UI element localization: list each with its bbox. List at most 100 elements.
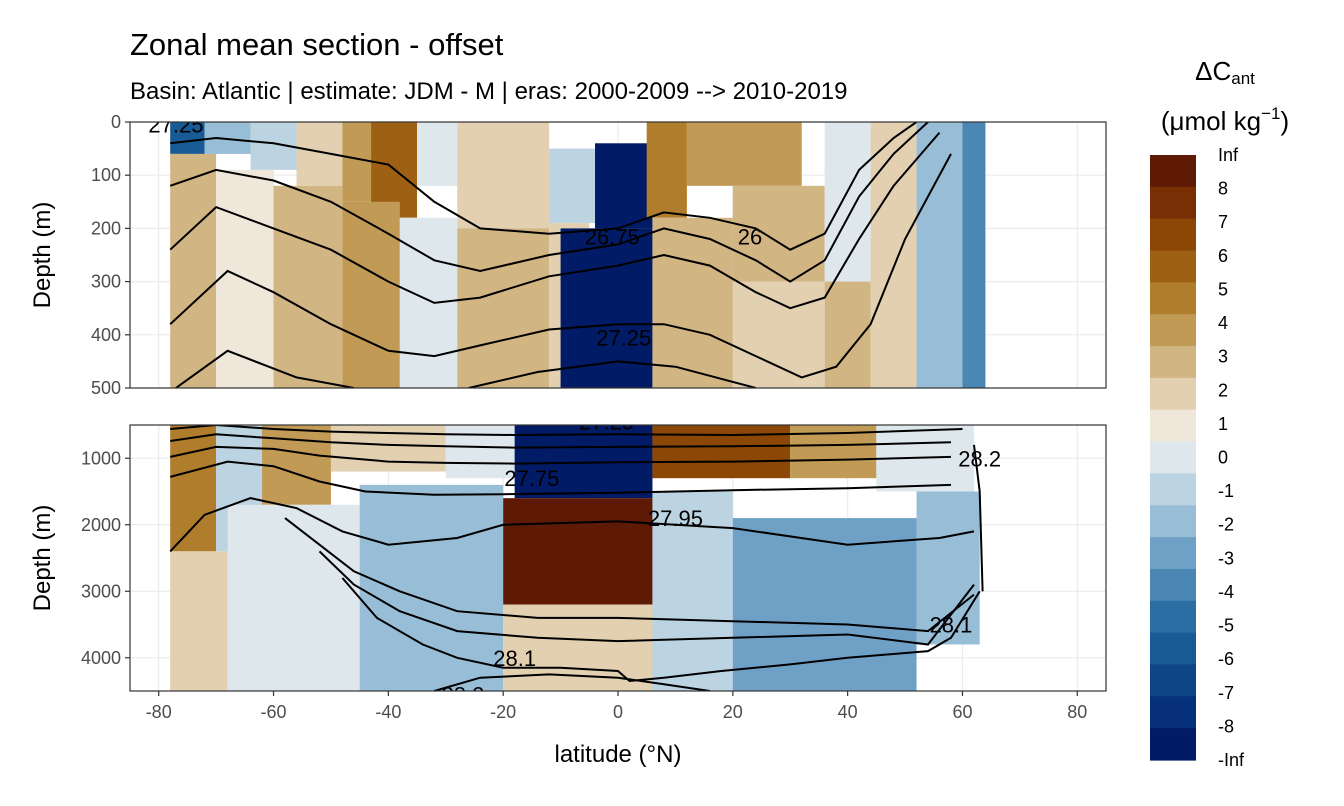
isopycnal-line xyxy=(175,349,355,388)
field-cell xyxy=(595,143,653,229)
field-cell xyxy=(549,148,596,224)
field-cell xyxy=(732,518,917,691)
legend-title: ΔCant xyxy=(1195,56,1255,88)
x-tick-label: 20 xyxy=(723,702,743,722)
legend-swatch xyxy=(1150,600,1196,634)
isopycnal-label: 27.75 xyxy=(504,466,559,491)
isopycnal-line xyxy=(169,122,929,283)
panel-lower: 27.75 27.95 28.1 28.2 28.1 28.2 27.25 1000 2000… xyxy=(29,410,1107,707)
field-cell xyxy=(227,504,360,691)
isopycnal-line xyxy=(169,445,952,465)
x-tick-label: -60 xyxy=(261,702,287,722)
isopycnal-label: 27.25 xyxy=(579,410,634,435)
legend-label: -1 xyxy=(1218,481,1234,501)
legend-swatch xyxy=(1150,632,1196,666)
isopycnal-line xyxy=(169,153,952,379)
legend-swatch xyxy=(1150,664,1196,697)
panel-upper-isopycnal-labels: 27.25 26.75 26 27.25 xyxy=(148,113,762,350)
isopycnal-line xyxy=(170,425,963,437)
y-tick-label: 0 xyxy=(111,112,121,132)
legend-swatch xyxy=(1150,155,1196,188)
field-cell xyxy=(870,122,917,388)
field-cell xyxy=(457,122,550,229)
legend-swatch xyxy=(1150,282,1196,315)
legend-swatch xyxy=(1150,186,1196,220)
field-cell xyxy=(342,201,400,388)
x-tick-label: 60 xyxy=(952,702,972,722)
field-cell xyxy=(170,122,205,154)
legend-label: -5 xyxy=(1218,616,1234,636)
isopycnal-line xyxy=(318,550,975,646)
isopycnal-line xyxy=(973,444,984,592)
legend-label: 6 xyxy=(1218,246,1228,266)
legend-swatch xyxy=(1150,537,1196,570)
isopycnal-label: 26 xyxy=(738,224,762,249)
x-tick-label: 40 xyxy=(838,702,858,722)
field-cell xyxy=(732,281,825,388)
field-cell xyxy=(399,217,458,388)
chart-title: Zonal mean section - offset xyxy=(130,27,504,62)
y-axis-title-lower: Depth (m) xyxy=(29,505,56,612)
legend-label: -3 xyxy=(1218,548,1234,568)
isopycnal-label: 27.25 xyxy=(596,325,651,350)
legend-label: -4 xyxy=(1218,582,1234,602)
field-cell xyxy=(824,281,871,388)
legend-swatch xyxy=(1150,505,1196,538)
legend-swatch xyxy=(1150,696,1196,729)
legend-label: -2 xyxy=(1218,515,1234,535)
panel-lower-isopycnal-labels: 27.75 27.95 28.1 28.2 28.1 28.2 27.25 xyxy=(442,410,1002,707)
panel-upper-field xyxy=(170,122,986,388)
field-cell xyxy=(170,153,217,388)
isopycnal-line xyxy=(284,517,975,633)
isopycnal-line xyxy=(170,122,918,251)
legend-label: Inf xyxy=(1218,145,1239,165)
y-tick-label: 3000 xyxy=(81,581,121,601)
isopycnal-line xyxy=(468,360,757,388)
legend-swatch xyxy=(1150,409,1196,443)
legend-swatch xyxy=(1150,377,1196,411)
legend-label: -8 xyxy=(1218,716,1234,736)
field-cell xyxy=(916,122,963,388)
field-cell xyxy=(686,122,802,186)
x-axis: -80 -60 -40 -20 0 20 40 60 80 xyxy=(146,691,1087,722)
legend-swatch xyxy=(1150,250,1196,283)
legend-colorbar xyxy=(1150,155,1196,761)
x-tick-label: -40 xyxy=(375,702,401,722)
legend-swatch xyxy=(1150,218,1196,252)
field-cell xyxy=(646,122,687,218)
panel-lower-y-axis: 1000 2000 3000 4000 xyxy=(81,448,130,668)
legend-labels: Inf 8 7 6 5 4 3 2 1 0 -1 -2 -3 -4 -5 -6 -7 -8 -Inf xyxy=(1218,145,1245,770)
isopycnal-label: 28.1 xyxy=(930,613,973,638)
panel-lower-field xyxy=(170,425,980,691)
legend-swatch xyxy=(1150,441,1196,475)
field-cell xyxy=(824,122,871,282)
field-cell xyxy=(732,185,825,282)
field-cell xyxy=(417,122,458,186)
legend-label: 0 xyxy=(1218,448,1228,468)
legend-label: 4 xyxy=(1218,313,1228,333)
x-tick-label: -20 xyxy=(490,702,516,722)
legend-label: 2 xyxy=(1218,380,1228,400)
isopycnal-label: 26.75 xyxy=(585,224,640,249)
field-cell xyxy=(359,484,504,691)
isopycnal-line xyxy=(169,460,952,496)
isopycnal-label: 28.1 xyxy=(493,646,536,671)
panel-lower-isopycnals xyxy=(169,425,984,691)
isopycnal-label: 28.2 xyxy=(442,682,485,707)
legend-label: 3 xyxy=(1218,347,1228,367)
field-cell xyxy=(503,498,653,605)
legend-label: -Inf xyxy=(1218,750,1245,770)
legend-label: -7 xyxy=(1218,683,1234,703)
legend-swatch xyxy=(1150,314,1196,347)
field-cell xyxy=(170,425,217,552)
y-tick-label: 2000 xyxy=(81,515,121,535)
x-tick-label: 80 xyxy=(1067,702,1087,722)
isopycnal-label: 27.25 xyxy=(148,113,203,138)
field-cell xyxy=(170,551,228,691)
legend-label: 1 xyxy=(1218,414,1228,434)
field-cell xyxy=(273,185,343,388)
isopycnal-line xyxy=(434,673,711,691)
y-tick-label: 300 xyxy=(91,272,121,292)
x-tick-label: 0 xyxy=(613,702,623,722)
